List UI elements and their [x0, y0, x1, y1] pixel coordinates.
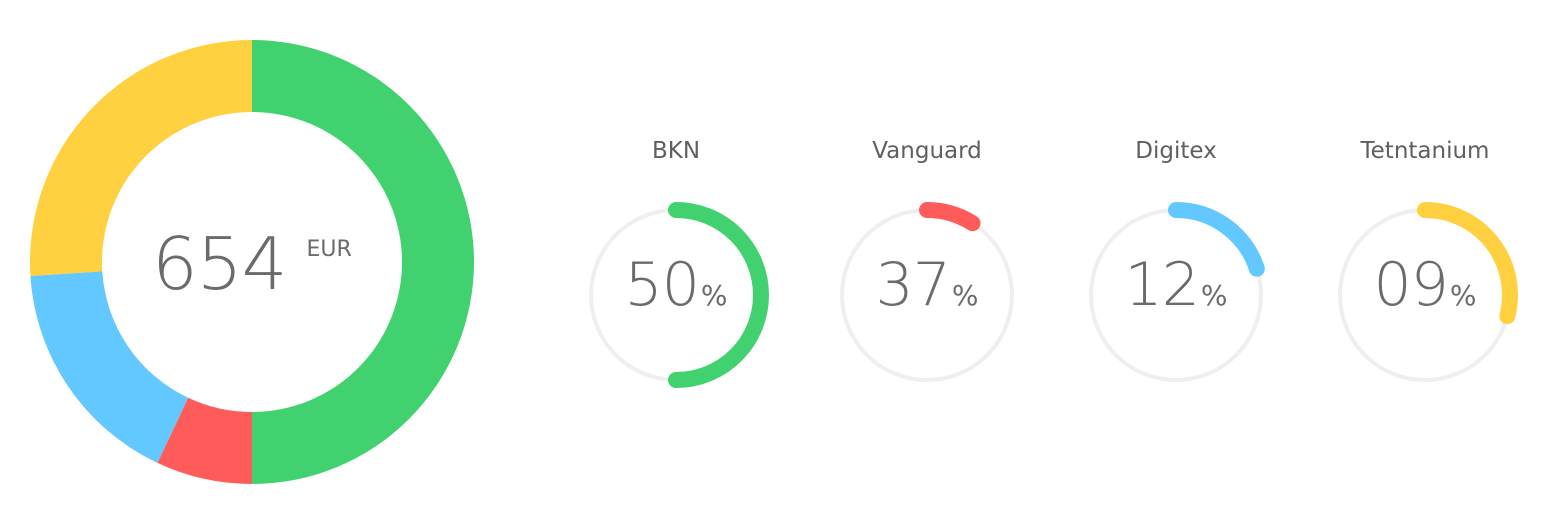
donut-slice-3	[29, 40, 252, 276]
gauge-percent-sign: %	[700, 279, 728, 312]
gauge-percent-sign: %	[951, 279, 979, 312]
gauge-arc	[1168, 202, 1265, 277]
gauge-readout: 50 %	[556, 250, 796, 320]
donut-slice-2	[30, 271, 189, 463]
gauge-label: Tetntanium	[1360, 138, 1490, 164]
portfolio-donut-chart	[29, 40, 474, 484]
gauge-value: 09	[1373, 250, 1449, 320]
gauge-vanguard: Vanguard 37 %	[807, 130, 1047, 400]
gauge-readout: 12 %	[1056, 250, 1296, 320]
gauge-label: Digitex	[1135, 138, 1217, 164]
gauge-percent-sign: %	[1449, 279, 1477, 312]
gauge-digitex: Digitex 12 %	[1056, 130, 1296, 400]
donut-slice-0	[252, 40, 474, 484]
gauge-value: 37	[875, 250, 951, 320]
gauge-ring	[589, 202, 769, 388]
gauge-bkn: BKN 50 %	[556, 130, 796, 400]
gauge-arc	[919, 202, 981, 232]
portfolio-total: 654 EUR	[152, 224, 352, 304]
gauge-arc	[1417, 202, 1518, 325]
donut-slice-1	[157, 397, 252, 484]
gauge-tetntanium: Tetntanium 09 %	[1305, 130, 1545, 400]
gauge-value: 50	[624, 250, 700, 320]
gauge-label: BKN	[651, 138, 701, 164]
gauge-readout: 09 %	[1305, 250, 1545, 320]
gauge-value: 12	[1124, 250, 1200, 320]
total-currency: EUR	[306, 237, 352, 262]
gauge-arc	[668, 202, 769, 388]
gauge-readout: 37 %	[807, 250, 1047, 320]
total-value: 654	[152, 222, 287, 306]
gauge-percent-sign: %	[1200, 279, 1228, 312]
gauge-label: Vanguard	[872, 138, 982, 164]
gauge-ring	[1089, 202, 1265, 382]
gauge-ring	[840, 202, 1014, 382]
gauge-ring	[1338, 202, 1518, 382]
